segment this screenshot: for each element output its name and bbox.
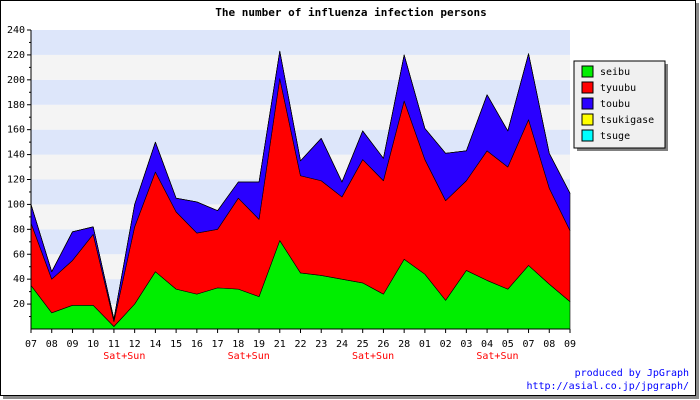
y-tick-label: 140 xyxy=(7,150,25,161)
x-tick-label: 21 xyxy=(274,339,286,350)
x-tick-label: 09 xyxy=(564,339,576,350)
weekend-label: Sat+Sun xyxy=(103,351,145,362)
x-tick-label: 08 xyxy=(46,339,58,350)
grid-band xyxy=(31,30,570,55)
x-tick-label: 19 xyxy=(253,339,265,350)
series-area-tsuge xyxy=(30,50,571,320)
x-tick-label: 04 xyxy=(481,339,493,350)
x-tick-label: 07 xyxy=(523,339,535,350)
legend-label-tsukigase: tsukigase xyxy=(600,115,654,126)
x-tick-label: 02 xyxy=(440,339,452,350)
x-tick-label: 14 xyxy=(149,339,161,350)
y-tick-label: 60 xyxy=(13,249,25,260)
chart-canvas: 20 40 60 80 100 120 140 160 180 200 220 240 07 08 09 1… xyxy=(7,6,689,392)
x-tick-label: 10 xyxy=(87,339,99,350)
y-tick-label: 180 xyxy=(7,100,25,111)
x-tick-label: 22 xyxy=(294,339,306,350)
legend-swatch-seibu xyxy=(581,65,594,78)
legend: seibu tyuubu toubu tsukigase tsuge xyxy=(573,60,668,151)
x-tick-label: 16 xyxy=(191,339,203,350)
y-tick-label: 80 xyxy=(13,224,25,235)
y-axis-ticks: 20 40 60 80 100 120 140 160 180 200 220 240 xyxy=(7,25,31,318)
legend-swatch-tyuubu xyxy=(581,81,594,94)
weekend-label: Sat+Sun xyxy=(352,351,394,362)
credit-line-2: http://asial.co.jp/jpgraph/ xyxy=(526,381,689,392)
x-tick-label: 18 xyxy=(232,339,244,350)
x-axis-ticks: 07 08 09 10 11 12 14 15 16 17 18 19 21 22 23 24 25 26 28 01… xyxy=(25,329,576,362)
x-tick-label: 17 xyxy=(212,339,224,350)
x-tick-label: 25 xyxy=(357,339,369,350)
x-tick-label: 24 xyxy=(336,339,348,350)
weekend-label: Sat+Sun xyxy=(476,351,518,362)
legend-swatch-toubu xyxy=(581,97,594,110)
legend-label-toubu: toubu xyxy=(600,99,630,110)
x-tick-label: 07 xyxy=(25,339,37,350)
x-tick-label: 26 xyxy=(377,339,389,350)
grid-band xyxy=(31,54,570,80)
y-tick-label: 160 xyxy=(7,125,25,136)
x-tick-label: 23 xyxy=(315,339,327,350)
credit-line-1: produced by JpGraph xyxy=(575,368,689,379)
y-tick-label: 220 xyxy=(7,50,25,61)
y-tick-label: 200 xyxy=(7,75,25,86)
y-tick-label: 20 xyxy=(13,299,25,310)
legend-label-tyuubu: tyuubu xyxy=(600,83,636,94)
x-tick-label: 11 xyxy=(108,339,120,350)
chart-title: The number of influenza infection person… xyxy=(215,6,487,19)
legend-swatch-tsuge xyxy=(581,129,594,142)
x-tick-label: 12 xyxy=(129,339,141,350)
x-tick-label: 03 xyxy=(460,339,472,350)
x-tick-label: 28 xyxy=(398,339,410,350)
x-tick-label: 01 xyxy=(419,339,431,350)
weekend-label: Sat+Sun xyxy=(228,351,270,362)
legend-label-seibu: seibu xyxy=(600,67,630,78)
legend-swatch-tsukigase xyxy=(581,113,594,126)
y-tick-label: 120 xyxy=(7,175,25,186)
y-tick-label: 100 xyxy=(7,199,25,210)
legend-label-tsuge: tsuge xyxy=(600,131,630,142)
x-tick-label: 08 xyxy=(543,339,555,350)
y-tick-label: 240 xyxy=(7,25,25,36)
x-tick-label: 05 xyxy=(502,339,514,350)
x-tick-label: 15 xyxy=(170,339,182,350)
x-tick-label: 09 xyxy=(66,339,78,350)
y-tick-label: 40 xyxy=(13,274,25,285)
grid-band xyxy=(31,79,570,105)
